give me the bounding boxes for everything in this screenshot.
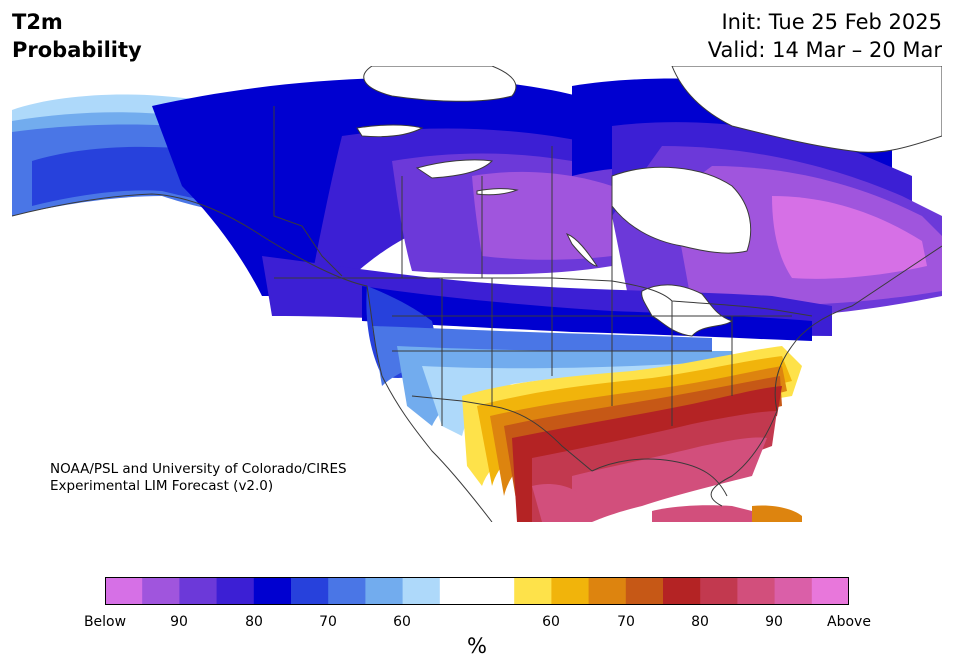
colorbar-swatch — [477, 577, 515, 605]
warm-rose — [572, 437, 767, 522]
colorbar-swatch — [142, 577, 180, 605]
colorbar-swatch — [179, 577, 218, 605]
colorbar-tick-label: 90 — [765, 614, 783, 630]
variable-label: T2m — [12, 10, 63, 34]
arctic-islands — [363, 66, 517, 102]
colorbar-tick-label: 60 — [542, 614, 560, 630]
colorbar-swatch — [328, 577, 366, 605]
caribbean-rose — [652, 505, 772, 522]
colorbar-swatch — [253, 577, 292, 605]
forecast-dates: Init: Tue 25 Feb 2025 Valid: 14 Mar – 20… — [708, 8, 942, 64]
east-coastline — [710, 245, 942, 507]
colorbar-swatch — [737, 577, 776, 605]
valid-date: Valid: 14 Mar – 20 Mar — [707, 38, 942, 62]
southwest-pale — [422, 361, 742, 436]
cuba-orange — [752, 505, 802, 522]
colorbar-swatch — [439, 577, 478, 605]
quebec-magenta — [772, 196, 927, 279]
colorbar — [105, 577, 850, 605]
colorbar-tick-label: 90 — [170, 614, 188, 630]
great-lakes — [641, 284, 734, 337]
colorbar-swatch — [625, 577, 664, 605]
colorbar-swatch — [663, 577, 701, 605]
colorbar-swatch — [105, 577, 143, 605]
colorbar-tick-label: 70 — [319, 614, 337, 630]
unshaded-areas — [356, 66, 942, 337]
greenland — [671, 66, 942, 153]
west-coastline — [12, 193, 493, 522]
colorbar-swatch — [365, 577, 404, 605]
boundaries — [12, 106, 942, 522]
colorbar-tick-label: 60 — [393, 614, 411, 630]
colorbar-swatch — [588, 577, 627, 605]
data-credit: NOAA/PSL and University of Colorado/CIRE… — [50, 461, 347, 495]
great-basin-blue — [372, 326, 712, 386]
colorbar-swatch — [551, 577, 590, 605]
colorbar-tick-label: 70 — [617, 614, 635, 630]
colorbar-swatch — [402, 577, 441, 605]
canada-province-lines — [401, 146, 613, 281]
colorbar-border — [105, 577, 849, 605]
us-state-grid — [392, 278, 792, 426]
hudson-bay — [611, 166, 752, 254]
us-mexico-border — [411, 395, 593, 472]
colorbar-tick-label: Below — [83, 614, 127, 630]
alaska-border — [273, 106, 343, 277]
colorbar-tick-label: Above — [827, 614, 871, 630]
gulf-coastline — [591, 458, 728, 497]
colorbar-unit: % — [467, 634, 487, 658]
colorbar-swatch — [216, 577, 255, 605]
map-title: T2m Probability — [12, 8, 142, 64]
product-label: Probability — [12, 38, 142, 62]
init-date: Init: Tue 25 Feb 2025 — [721, 10, 942, 34]
colorbar-tick-label: 80 — [245, 614, 263, 630]
probability-map — [12, 66, 942, 522]
great-slave-lake — [476, 188, 519, 196]
colorbar-swatch — [291, 577, 329, 605]
colorbar-swatch — [514, 577, 552, 605]
colorbar-tick-label: 80 — [691, 614, 709, 630]
credit-line-2: Experimental LIM Forecast (v2.0) — [50, 478, 274, 494]
colorbar-swatch — [811, 577, 850, 605]
colorbar-swatch — [774, 577, 813, 605]
lake-winnipeg — [565, 233, 598, 267]
credit-line-1: NOAA/PSL and University of Colorado/CIRE… — [50, 461, 347, 477]
canada-purple — [472, 171, 612, 260]
mexico-rose — [532, 484, 592, 522]
colorbar-swatch — [700, 577, 738, 605]
arctic-ice-ridge — [356, 124, 424, 138]
great-bear-lake — [415, 159, 494, 179]
